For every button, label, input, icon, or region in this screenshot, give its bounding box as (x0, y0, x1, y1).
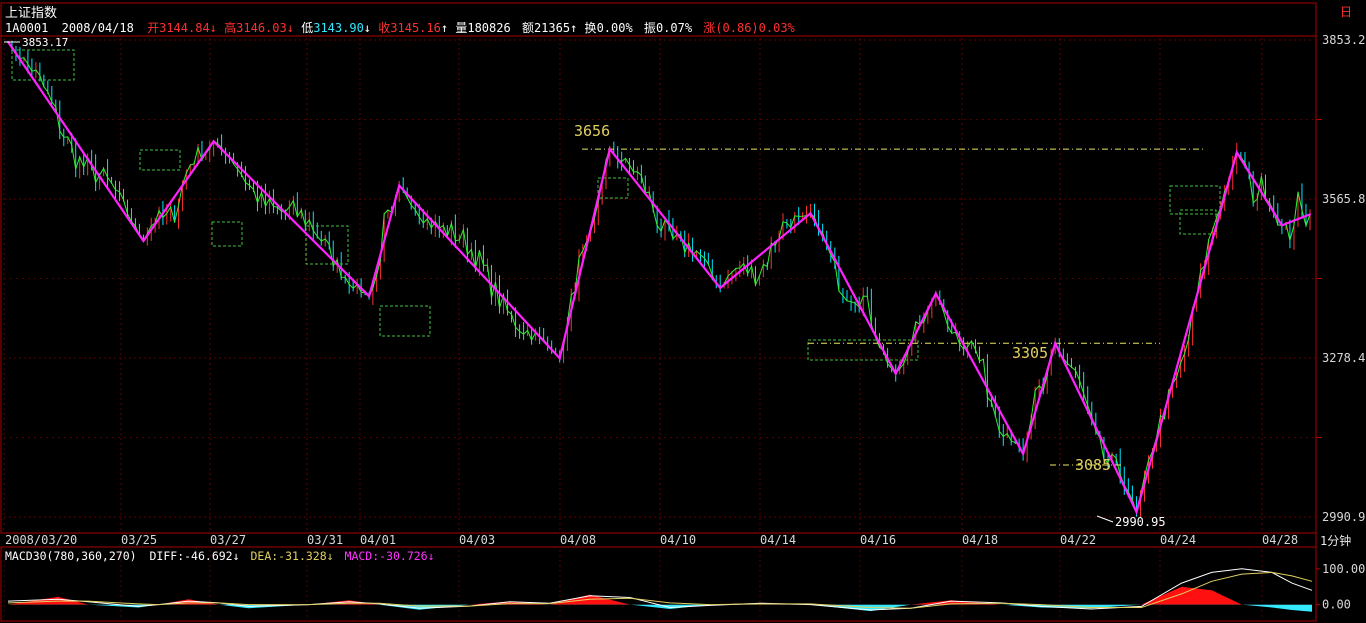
macd-value: -30.726 (379, 549, 428, 563)
macd-panel (7, 568, 1313, 612)
zigzag-line (7, 40, 1311, 516)
main-frame (0, 2, 1317, 534)
zigzag-pivot (1135, 510, 1138, 513)
low-value: 3143.90 (313, 21, 364, 35)
consolidation-boxes (11, 49, 1221, 361)
y-tick-label: 3853.2 (1322, 33, 1365, 47)
zigzag-pivot (212, 140, 215, 143)
open-value: 3144.84 (159, 21, 210, 35)
zigzag-pivot (1280, 224, 1283, 227)
chart-gridlines (1, 38, 1322, 621)
y-tick-label: 2990.9 (1322, 510, 1365, 524)
zigzag-pivot (1054, 342, 1057, 345)
zigzag-pivot (142, 239, 145, 242)
high-value: 3146.03 (236, 21, 287, 35)
consolidation-box (305, 225, 349, 265)
x-tick-label: 03/27 (210, 533, 246, 547)
macd-dea-line (7, 571, 1313, 609)
macd-diff-line (7, 568, 1313, 611)
zigzag-path (7, 41, 1311, 516)
quote-bar: 1A0001 2008/04/18 开3144.84↓ 高3146.03↓ 低3… (5, 20, 796, 35)
y-tick-label: 3565.8 (1322, 192, 1365, 206)
zigzag-pivot (894, 372, 897, 375)
consolidation-box (807, 339, 919, 361)
x-tick-label: 04/01 (360, 533, 396, 547)
period-label[interactable]: 1分钟 (1320, 533, 1351, 548)
period-button-day[interactable]: 日 (1340, 5, 1352, 19)
macd-dea-value: -31.328 (278, 549, 327, 563)
zigzag-pivot (608, 148, 611, 151)
x-tick-label: 04/28 (1262, 533, 1298, 547)
consolidation-box (1169, 185, 1221, 215)
consolidation-box (1179, 209, 1217, 235)
zigzag-pivot (1308, 213, 1311, 216)
max-value-label: 3853.17 (22, 36, 68, 49)
quote-date: 2008/04/18 (62, 21, 134, 35)
x-tick-label: 2008/03/20 (5, 533, 77, 547)
macd-indicator-name: MACD30(780,360,270) (5, 549, 137, 563)
change-value: (0.86)0.03% (715, 21, 795, 35)
x-tick-label: 04/16 (860, 533, 896, 547)
macd-y-tick-label: 0.00 (1322, 598, 1351, 612)
x-tick-label: 04/14 (760, 533, 796, 547)
volume-value: 180826 (467, 21, 510, 35)
zigzag-pivot (558, 357, 561, 360)
zigzag-pivot (934, 292, 937, 295)
x-tick-label: 04/24 (1160, 533, 1196, 547)
x-tick-label: 04/22 (1060, 533, 1096, 547)
x-tick-label: 04/08 (560, 533, 596, 547)
x-tick-label: 03/25 (121, 533, 157, 547)
zigzag-pivot (719, 286, 722, 289)
trough-label-3085: 3085 (1075, 456, 1111, 474)
consolidation-box (11, 49, 75, 81)
min-value-label: 2990.95 (1115, 515, 1166, 529)
stock-code: 1A0001 (5, 21, 48, 35)
macd-y-axis-tick-labels: 100.00 0.00 (1316, 562, 1365, 612)
consolidation-box (379, 305, 431, 337)
peak-label-3656: 3656 (574, 122, 610, 140)
x-tick-label: 04/03 (459, 533, 495, 547)
turnover-value: 0.00% (597, 21, 634, 35)
zigzag-pivot (809, 212, 812, 215)
min-value-leader (1096, 515, 1114, 523)
x-tick-label: 03/31 (307, 533, 343, 547)
macd-hist-negative (89, 604, 1312, 612)
consolidation-box (211, 221, 243, 247)
y-tick-label: 3278.4 (1322, 351, 1365, 365)
macd-header: MACD30(780,360,270) DIFF:-46.692↓ DEA:-3… (5, 549, 435, 563)
x-tick-label: 04/18 (962, 533, 998, 547)
macd-hist-positive (8, 586, 1312, 605)
macd-diff-value: -46.692 (184, 549, 232, 563)
zigzag-pivot (1235, 151, 1238, 154)
macd-y-tick-label: 100.00 (1322, 562, 1365, 576)
y-axis-tick-labels: 3853.2 3565.8 3278.4 2990.9 (1322, 33, 1365, 524)
x-axis-tick-labels: 2008/03/20 03/25 03/27 03/31 04/01 04/03 04/08… (5, 533, 1298, 547)
zigzag-pivot (368, 295, 371, 298)
index-name: 上证指数 (5, 6, 57, 21)
peak-label-3305: 3305 (1012, 344, 1048, 362)
zigzag-pivot (398, 184, 401, 187)
consolidation-box (139, 149, 181, 171)
close-value: 3145.16 (390, 21, 441, 35)
price-close-line (7, 41, 1311, 514)
x-tick-label: 04/10 (660, 533, 696, 547)
amount-value: 21365 (534, 21, 570, 35)
zigzag-pivot (1022, 452, 1025, 455)
consolidation-box (597, 177, 629, 199)
level-lines (582, 148, 1205, 466)
amplitude-value: 0.07% (656, 21, 693, 35)
